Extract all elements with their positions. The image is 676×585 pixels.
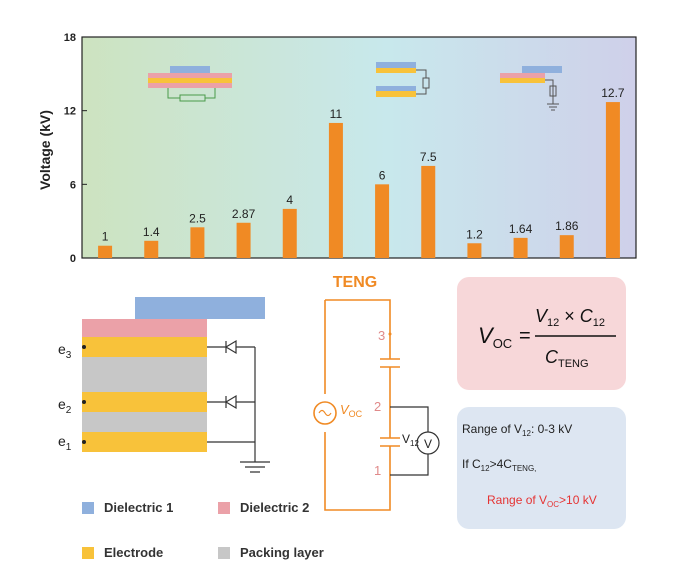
y-axis-label: Voltage (kV) xyxy=(37,110,53,190)
legend-label: Electrode xyxy=(104,545,164,560)
source-icon xyxy=(313,401,337,425)
bar-8 xyxy=(421,165,436,258)
legend-swatch-icon xyxy=(218,546,230,559)
bar-3 xyxy=(190,227,205,258)
legend-electrode: Electrode xyxy=(82,545,163,560)
bar-value-label: 1.4 xyxy=(143,225,160,239)
inset-structure-1 xyxy=(148,66,232,102)
bar-2 xyxy=(144,240,159,258)
info-line-condition: If C12>4CTENG, xyxy=(462,457,536,473)
bar-4 xyxy=(236,222,251,258)
layered-device xyxy=(82,297,265,452)
y-tick-label: 18 xyxy=(64,32,76,44)
bar-value-label: 1 xyxy=(102,230,109,244)
electrode-e1 xyxy=(82,432,207,452)
formula-eq: = xyxy=(519,325,531,347)
label-e2: e2 xyxy=(58,396,72,416)
voltmeter-symbol: V xyxy=(424,437,432,451)
node-1-label: 1 xyxy=(374,463,381,478)
bar-value-label: 2.87 xyxy=(232,207,256,221)
bar-value-label: 7.5 xyxy=(420,150,437,164)
legend-packing-layer: Packing layer xyxy=(218,545,324,560)
node-2-label: 2 xyxy=(374,399,381,414)
formula-lhs: VOC xyxy=(478,323,512,351)
legend-label: Packing layer xyxy=(240,545,324,560)
diode-1-icon xyxy=(224,339,237,355)
circuit-title: TENG xyxy=(333,274,377,291)
packing-layer-1 xyxy=(82,357,207,392)
bar-value-label: 1.86 xyxy=(555,219,579,233)
bar-12 xyxy=(605,102,620,258)
bar-6 xyxy=(328,122,343,258)
bar-value-label: 6 xyxy=(379,168,386,182)
bar-7 xyxy=(375,184,390,258)
ground-icon xyxy=(240,461,270,473)
legend-swatch-icon xyxy=(82,546,94,559)
bar-value-label: 12.7 xyxy=(601,86,625,100)
legend-swatch-icon xyxy=(82,501,94,514)
y-tick-label: 6 xyxy=(70,179,76,191)
diode-circuit xyxy=(207,339,270,473)
bar-value-label: 11 xyxy=(330,107,343,121)
packing-layer-2 xyxy=(82,412,207,432)
bar-value-label: 1.64 xyxy=(509,222,533,236)
info-box xyxy=(457,407,626,529)
legend-dielectric-2: Dielectric 2 xyxy=(218,500,309,515)
formula-denominator: CTENG xyxy=(545,347,589,370)
bar-1 xyxy=(98,245,113,258)
bar-value-label: 1.2 xyxy=(466,227,483,241)
teng-circuit xyxy=(313,299,400,511)
inset-structure-3 xyxy=(500,66,562,111)
capacitor-12-icon xyxy=(380,437,400,447)
legend-label: Dielectric 2 xyxy=(240,500,310,515)
bar-10 xyxy=(513,237,528,258)
legend-dielectric-1: Dielectric 1 xyxy=(82,500,173,515)
voltage-bar-chart: 1 1.4 2.5 2.87 4 11 6 7.5 1.2 1.64 1.86 12.7 0 6 12 18… xyxy=(37,32,637,265)
legend-label: Dielectric 1 xyxy=(104,500,174,515)
bar-value-label: 2.5 xyxy=(189,211,206,225)
source-label: VOC xyxy=(340,402,363,419)
info-line-range-v12: Range of V12: 0-3 kV xyxy=(462,422,572,438)
voltmeter-icon xyxy=(416,431,440,455)
dielectric-2-layer xyxy=(82,319,207,337)
diode-2-icon xyxy=(224,394,237,410)
info-line-range-voc: Range of VOC>10 kV xyxy=(487,493,597,509)
bar-5 xyxy=(282,208,297,258)
bar-9 xyxy=(467,243,482,258)
node-3-label: 3 xyxy=(378,328,385,343)
dielectric-1-layer xyxy=(135,297,265,319)
meter-voltage-label: V12 xyxy=(402,432,419,448)
bar-value-label: 4 xyxy=(286,193,293,207)
lower-panel: e3 e2 e1 TENG VOC 3 2 1 xyxy=(58,274,626,529)
electrode-e2 xyxy=(82,392,207,412)
y-tick-label: 0 xyxy=(70,253,76,265)
formula-numerator: V12 × C12 xyxy=(535,306,605,329)
y-tick-label: 12 xyxy=(64,106,76,118)
capacitor-teng-icon xyxy=(380,358,400,368)
bar-11 xyxy=(559,235,574,258)
inset-structure-2 xyxy=(376,62,430,97)
legend-swatch-icon xyxy=(218,501,230,514)
label-e3: e3 xyxy=(58,341,72,361)
electrode-e3 xyxy=(82,337,207,357)
label-e1: e1 xyxy=(58,433,72,453)
formula-box xyxy=(457,277,626,390)
